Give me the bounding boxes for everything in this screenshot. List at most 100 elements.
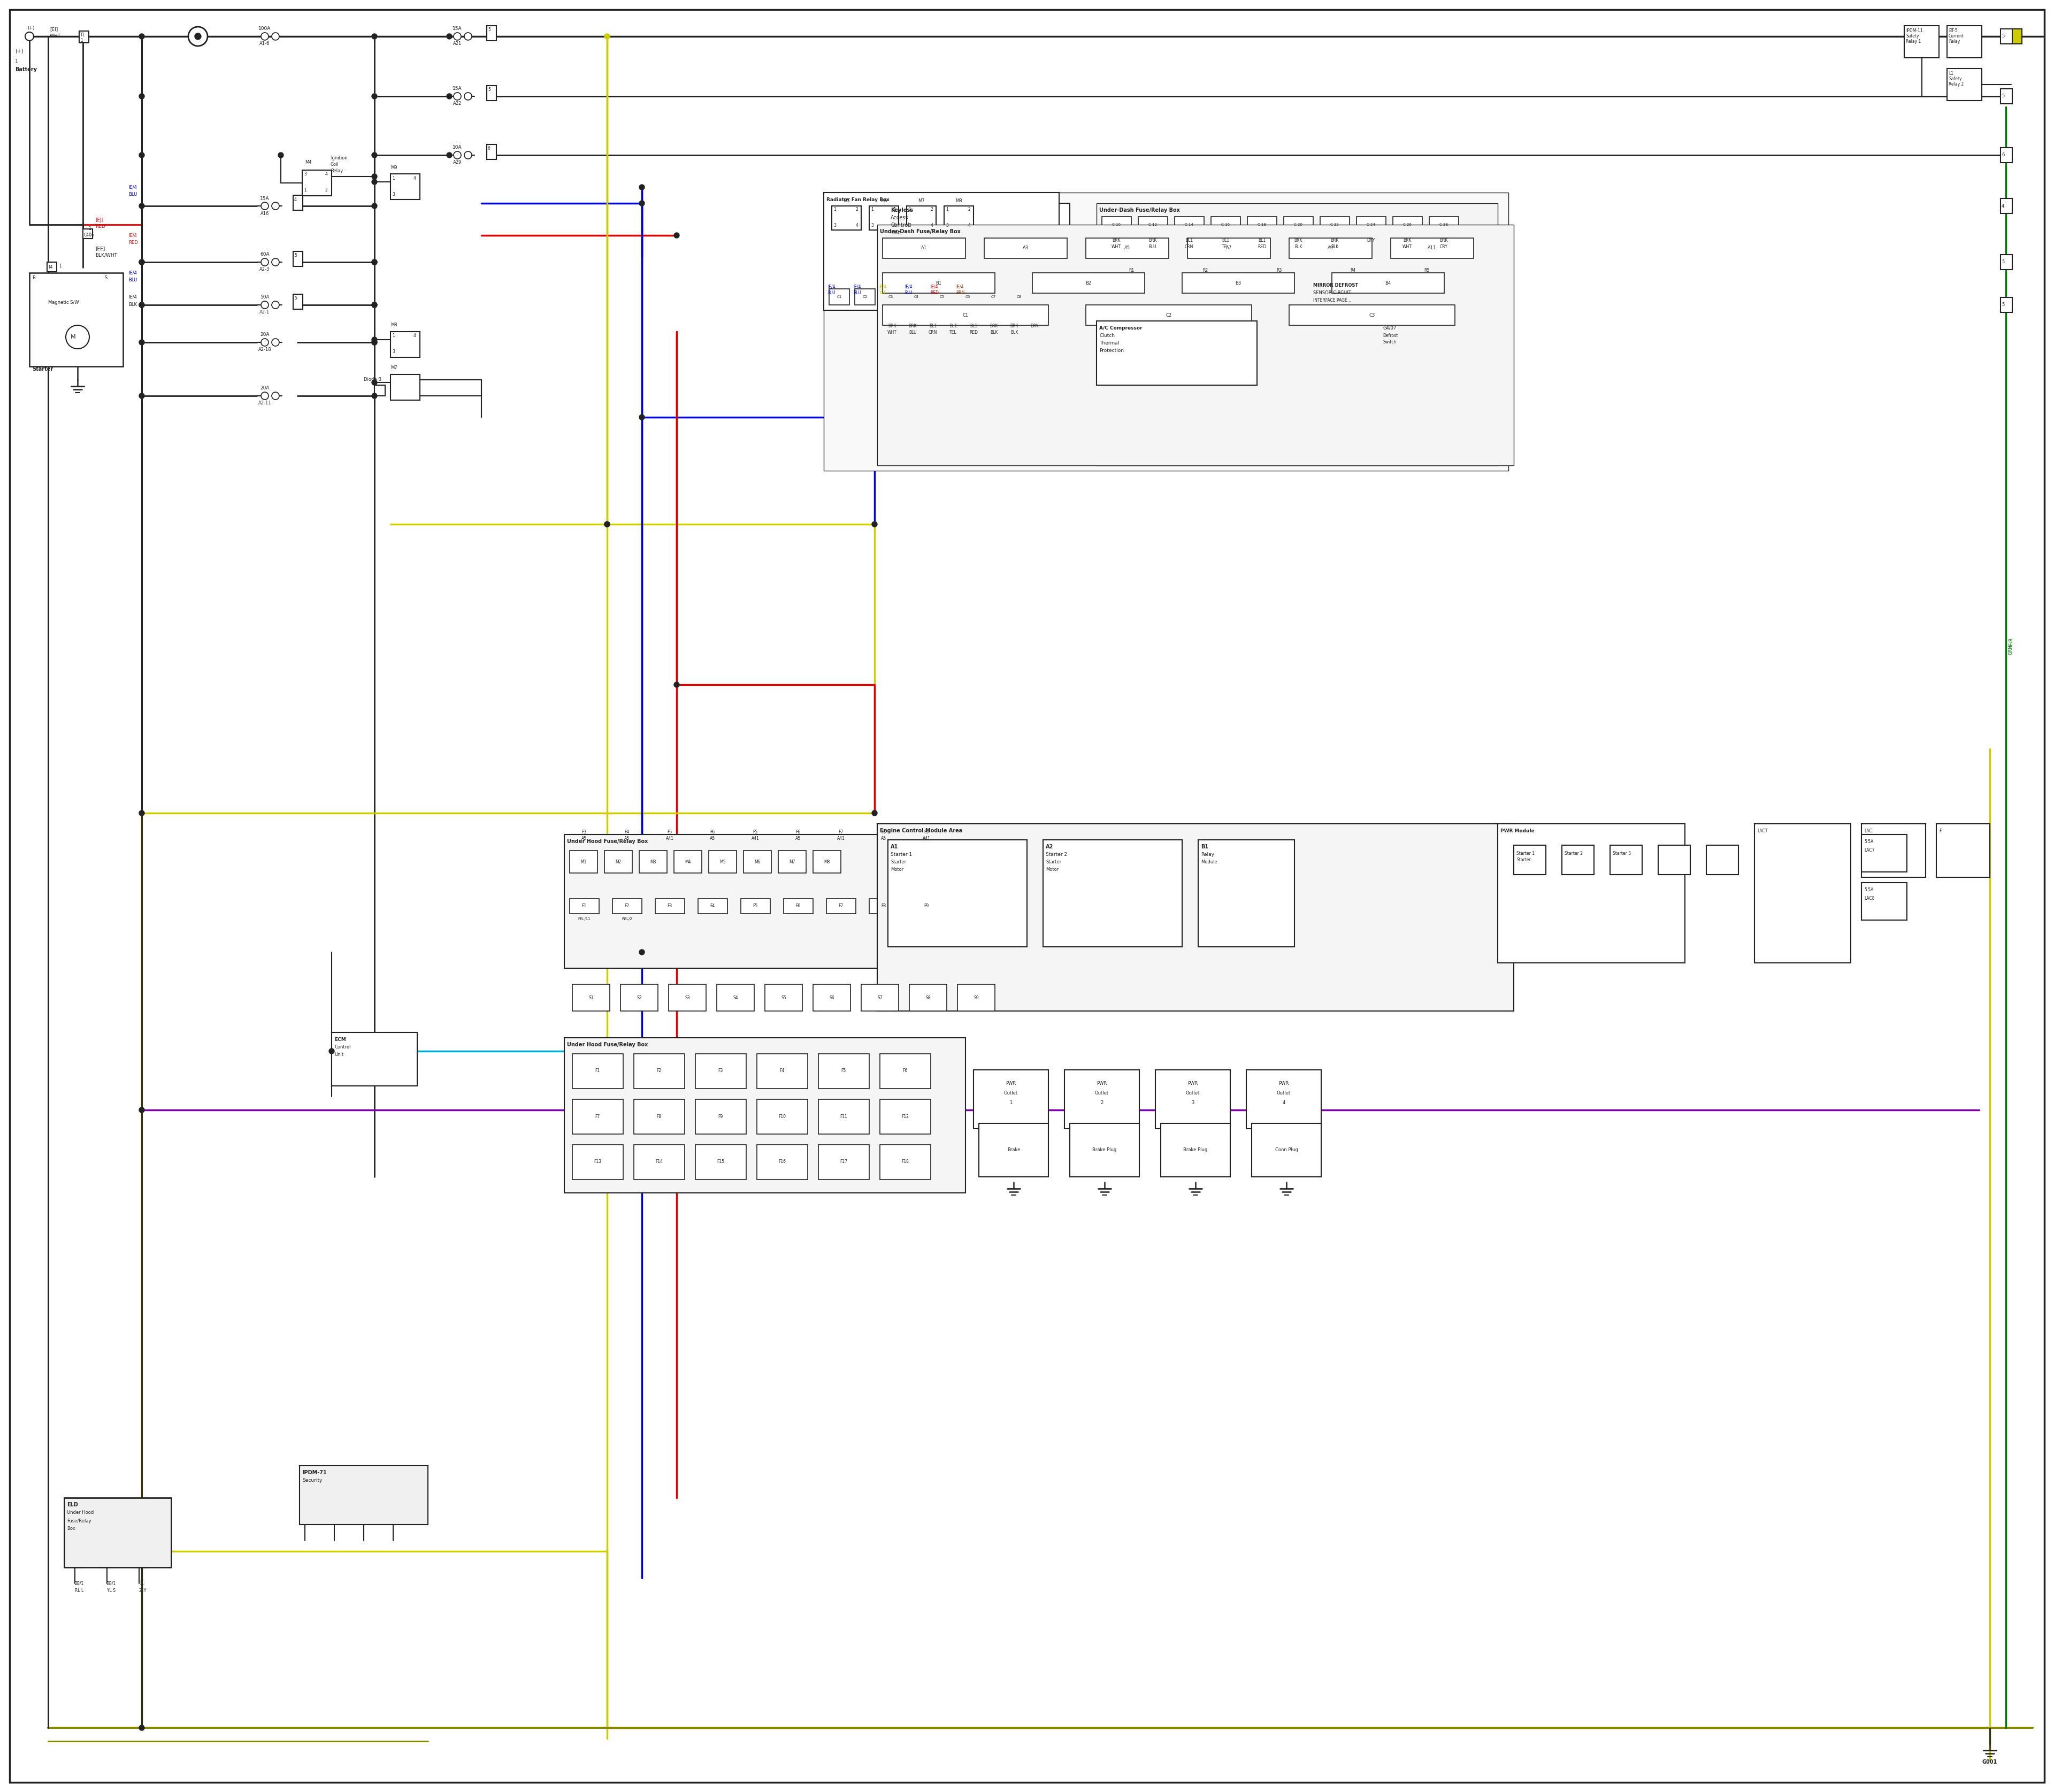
- Text: 1: 1: [80, 38, 82, 43]
- Text: R2: R2: [1202, 267, 1208, 272]
- Bar: [883, 238, 965, 258]
- Text: 1: 1: [88, 226, 90, 231]
- Bar: [826, 898, 857, 914]
- Text: PWR: PWR: [1006, 1081, 1017, 1086]
- Bar: [1101, 217, 1132, 233]
- Text: M5: M5: [842, 199, 850, 202]
- Text: 2: 2: [857, 206, 859, 211]
- Text: IPDM-11: IPDM-11: [1906, 29, 1923, 34]
- Text: S8: S8: [926, 995, 930, 1000]
- Text: C5: C5: [939, 296, 945, 299]
- Text: C7: C7: [990, 296, 996, 299]
- Bar: [1212, 217, 1241, 233]
- Text: [EJ]: [EJ]: [94, 219, 103, 222]
- Text: A/C Compressor: A/C Compressor: [1099, 326, 1142, 330]
- Text: F8: F8: [881, 903, 885, 909]
- Text: RED: RED: [127, 240, 138, 246]
- Bar: [1064, 1070, 1140, 1129]
- Bar: [82, 229, 92, 238]
- Text: BLU: BLU: [127, 192, 138, 197]
- Text: Starter 1: Starter 1: [891, 853, 912, 857]
- Text: Diode B: Diode B: [364, 378, 382, 382]
- Text: 5.5A: 5.5A: [1865, 839, 1873, 844]
- Text: Battery: Battery: [14, 66, 37, 72]
- Bar: [1187, 238, 1269, 258]
- Text: M7: M7: [789, 860, 795, 864]
- Text: WHT: WHT: [1111, 244, 1121, 249]
- Text: M: M: [70, 335, 76, 340]
- Text: Defrost: Defrost: [1382, 333, 1399, 339]
- Bar: [696, 1145, 746, 1179]
- Circle shape: [372, 340, 378, 346]
- Text: 2: 2: [967, 206, 972, 211]
- Text: 1: 1: [60, 263, 62, 269]
- Text: A5: A5: [624, 835, 631, 840]
- Text: Fuse/Relay: Fuse/Relay: [68, 1518, 90, 1523]
- Bar: [957, 289, 978, 305]
- Text: PWR: PWR: [1187, 1081, 1197, 1086]
- Text: IE/4: IE/4: [930, 285, 939, 289]
- Bar: [1861, 883, 1906, 919]
- Text: R1: R1: [1128, 267, 1134, 272]
- Text: INTERFACE PAGE...: INTERFACE PAGE...: [1313, 297, 1352, 303]
- Text: 1: 1: [945, 206, 949, 211]
- Text: 10A: 10A: [452, 145, 462, 151]
- Text: A41: A41: [752, 835, 760, 840]
- Text: G001: G001: [1982, 1760, 1996, 1765]
- Bar: [1183, 272, 1294, 294]
- Bar: [1033, 272, 1144, 294]
- Bar: [813, 851, 840, 873]
- Text: CRN: CRN: [928, 330, 937, 335]
- Text: IE/4: IE/4: [127, 233, 138, 238]
- Text: 1: 1: [908, 206, 910, 211]
- Text: BRK: BRK: [887, 324, 896, 328]
- Text: IE/4: IE/4: [828, 285, 836, 289]
- Bar: [824, 192, 1508, 471]
- Bar: [741, 898, 770, 914]
- Bar: [1430, 217, 1458, 233]
- Text: RED: RED: [1257, 244, 1265, 249]
- Text: Outlet: Outlet: [1095, 1091, 1109, 1095]
- Bar: [933, 289, 953, 305]
- Text: F5: F5: [754, 903, 758, 909]
- Text: A1: A1: [920, 246, 926, 251]
- Bar: [1861, 835, 1906, 873]
- Circle shape: [454, 151, 460, 159]
- Circle shape: [261, 301, 269, 308]
- Bar: [1947, 25, 1982, 57]
- Text: M6: M6: [754, 860, 760, 864]
- Bar: [604, 851, 633, 873]
- Text: F6: F6: [902, 1068, 908, 1073]
- Bar: [879, 1145, 930, 1179]
- Bar: [1393, 217, 1421, 233]
- Circle shape: [271, 202, 279, 210]
- Text: F3: F3: [719, 1068, 723, 1073]
- Text: C6: C6: [965, 296, 969, 299]
- Circle shape: [604, 521, 610, 527]
- Text: A41: A41: [836, 835, 844, 840]
- Text: 15A: 15A: [261, 195, 269, 201]
- Bar: [29, 272, 123, 366]
- Circle shape: [604, 34, 610, 39]
- Bar: [670, 984, 707, 1011]
- Text: LACT: LACT: [1756, 828, 1768, 833]
- Circle shape: [372, 202, 378, 208]
- Text: C2: C2: [863, 296, 867, 299]
- Circle shape: [140, 34, 144, 39]
- Text: IE/8: IE/8: [2009, 638, 2013, 647]
- Text: F3: F3: [668, 903, 672, 909]
- Text: C 12: C 12: [1148, 222, 1156, 226]
- Text: Unit: Unit: [891, 229, 902, 235]
- Bar: [877, 224, 1514, 466]
- Circle shape: [140, 392, 144, 398]
- Bar: [300, 1466, 427, 1525]
- Text: BRK: BRK: [1440, 238, 1448, 244]
- Bar: [1154, 1070, 1230, 1129]
- Text: C 24: C 24: [1366, 222, 1374, 226]
- Text: F7: F7: [596, 1115, 600, 1118]
- Bar: [887, 202, 1070, 310]
- Text: BRK: BRK: [908, 324, 916, 328]
- Bar: [817, 1054, 869, 1088]
- Bar: [869, 206, 900, 229]
- Bar: [294, 195, 302, 210]
